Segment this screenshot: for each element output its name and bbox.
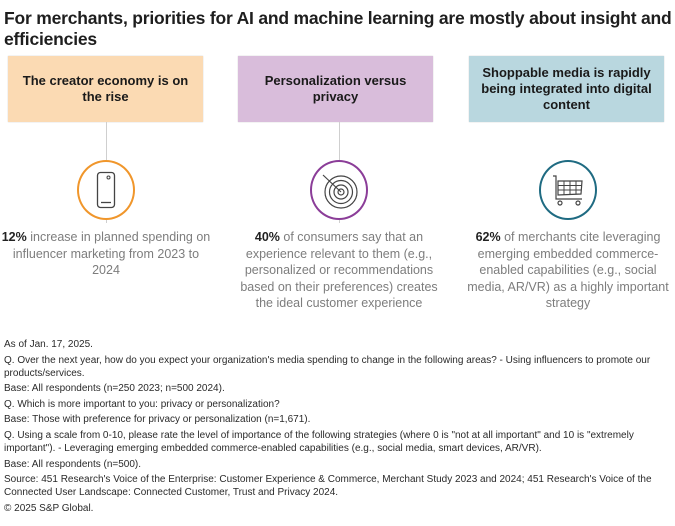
stat-value: 12% <box>1 230 27 244</box>
note-date: As of Jan. 17, 2025. <box>4 339 93 350</box>
card-heading-personalization: Personalization versus privacy <box>238 56 433 122</box>
note-question: Q. Using a scale from 0-10, please rate … <box>4 429 634 454</box>
stat-description: of merchants cite leveraging emerging em… <box>467 230 669 310</box>
card-heading-text: Shoppable media is rapidly being integra… <box>481 65 652 112</box>
note-base: Base: Those with preference for privacy … <box>4 414 311 426</box>
note-source: Source: 451 Research's Voice of the Ente… <box>4 474 652 499</box>
icon-circle-personalization <box>310 160 368 220</box>
stat-value: 62% <box>475 230 501 244</box>
note-base: Base: All respondents (n=250 2023; n=500… <box>4 383 225 395</box>
stat-creator-economy: 12% increase in planned spending on infl… <box>1 229 211 279</box>
stat-description: of consumers say that an experience rele… <box>240 230 438 310</box>
target-icon <box>322 174 358 209</box>
shopping-cart-icon <box>553 175 583 206</box>
stat-shoppable-media: 62% of merchants cite leveraging emergin… <box>463 229 673 312</box>
card-heading-text: Personalization versus privacy <box>264 73 407 104</box>
connector-line <box>339 122 340 160</box>
stat-description: increase in planned spending on influenc… <box>12 230 211 277</box>
note-question: Q. Which is more important to you: priva… <box>4 398 280 410</box>
note-question: Q. Over the next year, how do you expect… <box>4 354 651 379</box>
stat-value: 40% <box>254 230 280 244</box>
connector-line <box>106 122 107 160</box>
connector-line <box>339 220 340 223</box>
smartphone-icon <box>96 171 116 209</box>
card-heading-text: The creator economy is on the rise <box>22 73 189 104</box>
note-base: Base: All respondents (n=500). <box>4 458 142 470</box>
connector-line <box>106 220 107 223</box>
card-heading-shoppable-media: Shoppable media is rapidly being integra… <box>469 56 664 122</box>
card-heading-creator-economy: The creator economy is on the rise <box>8 56 203 122</box>
footnotes: As of Jan. 17, 2025. Q. Over the next ye… <box>4 338 672 517</box>
stat-personalization: 40% of consumers say that an experience … <box>234 229 444 312</box>
page-title: For merchants, priorities for AI and mac… <box>4 8 672 49</box>
note-copyright: © 2025 S&P Global. <box>4 502 94 514</box>
icon-circle-creator-economy <box>77 160 135 220</box>
icon-circle-shoppable-media <box>539 160 597 220</box>
